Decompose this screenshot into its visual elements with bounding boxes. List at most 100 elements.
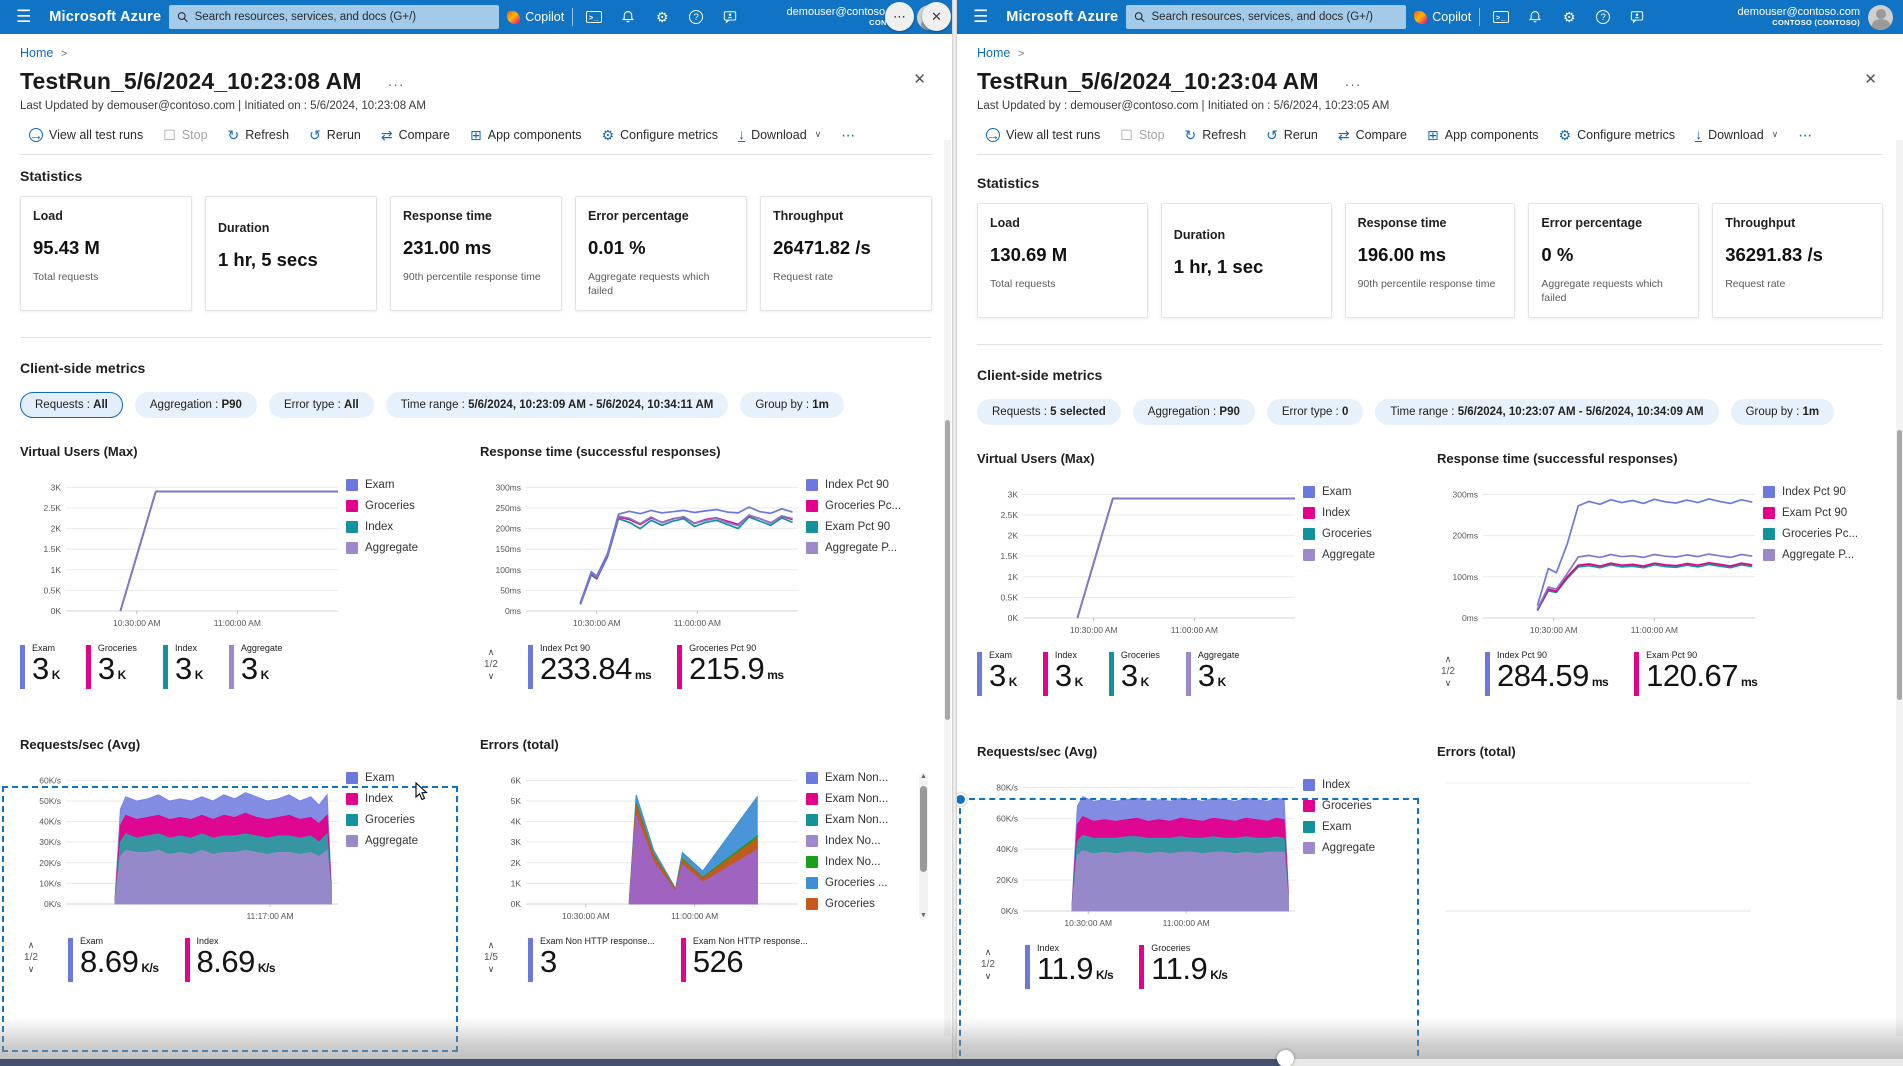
toolbar-compare[interactable]: ⇄ Compare xyxy=(372,125,459,145)
legend-item[interactable]: Aggregate xyxy=(1303,549,1425,562)
pager-up-icon[interactable]: ∧ xyxy=(487,647,495,658)
pager-up-icon[interactable]: ∧ xyxy=(1444,654,1452,665)
legend-item[interactable]: Exam Non... xyxy=(806,814,916,827)
filter-pill-error-type-[interactable]: Error type : 0 xyxy=(1266,399,1364,426)
toolbar-configure-metrics[interactable]: ⚙ Configure metrics xyxy=(593,125,728,145)
blade-close-icon[interactable]: ✕ xyxy=(1864,71,1877,88)
pager-down-icon[interactable]: ∨ xyxy=(984,971,992,982)
help-icon[interactable]: ? xyxy=(683,10,709,24)
toolbar-download[interactable]: ↓ Download ∨ xyxy=(1686,124,1787,145)
hamburger-menu-icon[interactable]: ☰ xyxy=(973,7,989,26)
settings-gear-icon[interactable]: ⚙ xyxy=(1562,8,1576,25)
legend-item[interactable]: Index No... xyxy=(806,835,916,848)
breadcrumb[interactable]: Home xyxy=(20,46,54,60)
legend-item[interactable]: Groceries Pc... xyxy=(1763,528,1885,541)
avatar[interactable] xyxy=(1868,4,1893,30)
filter-pill-group-by-[interactable]: Group by : 1m xyxy=(740,392,844,419)
account-info[interactable]: demouser@contoso.com CONTOSO (CONTOSO) xyxy=(1738,6,1860,27)
legend-item[interactable]: Exam Pct 90 xyxy=(1763,507,1885,520)
toolbar-stop[interactable]: ☐ Stop xyxy=(1111,125,1173,145)
toolbar-rerun[interactable]: ↺ Rerun xyxy=(1257,125,1327,145)
legend-item[interactable]: Exam Pct 90 xyxy=(806,521,928,534)
toolbar-more[interactable]: ⋯ xyxy=(1789,125,1821,145)
title-more-icon[interactable]: ··· xyxy=(1344,76,1362,92)
filter-pill-error-type-[interactable]: Error type : All xyxy=(268,392,374,419)
toolbar-stop[interactable]: ☐ Stop xyxy=(154,125,216,145)
hamburger-menu-icon[interactable]: ☰ xyxy=(16,7,32,26)
toolbar-more[interactable]: ⋯ xyxy=(832,125,864,145)
vertical-scrollbar[interactable] xyxy=(944,140,951,1036)
legend-item[interactable]: Index xyxy=(346,793,468,806)
pager-down-icon[interactable]: ∨ xyxy=(1444,678,1452,689)
legend-item[interactable]: Groceries xyxy=(806,898,916,911)
legend-item[interactable]: Aggregate xyxy=(346,542,468,555)
legend-item[interactable]: Exam xyxy=(346,479,468,492)
legend-item[interactable]: Groceries Pc... xyxy=(806,500,928,513)
filter-pill-aggregation-[interactable]: Aggregation : P90 xyxy=(134,392,257,419)
legend-item[interactable]: Exam Non... xyxy=(806,793,916,806)
toolbar-compare[interactable]: ⇄ Compare xyxy=(1329,125,1416,145)
help-icon[interactable]: ? xyxy=(1590,10,1616,24)
filter-pill-requests-[interactable]: Requests : 5 selected xyxy=(977,399,1121,426)
legend-item[interactable]: Groceries ... xyxy=(806,877,916,890)
pager-down-icon[interactable]: ∨ xyxy=(27,964,35,975)
scroll-up-icon[interactable]: ▲ xyxy=(920,773,927,781)
legend-item[interactable]: Aggregate xyxy=(346,835,468,848)
legend-item[interactable]: Groceries xyxy=(1303,800,1425,813)
legend-item[interactable]: Aggregate P... xyxy=(806,542,928,555)
pager-up-icon[interactable]: ∧ xyxy=(984,947,992,958)
legend-item[interactable]: Exam xyxy=(1303,486,1425,499)
pager-down-icon[interactable]: ∨ xyxy=(487,671,495,682)
global-search[interactable] xyxy=(169,5,500,29)
legend-item[interactable]: Exam xyxy=(346,772,468,785)
cloud-shell-icon[interactable]: >_ xyxy=(581,11,607,23)
cloud-shell-icon[interactable]: >_ xyxy=(1488,11,1514,23)
global-search[interactable] xyxy=(1126,5,1407,29)
toolbar-refresh[interactable]: ↻ Refresh xyxy=(219,125,299,145)
toolbar-app-components[interactable]: ⊞ App components xyxy=(1418,125,1548,145)
legend-item[interactable]: Groceries xyxy=(346,500,468,513)
copilot-button[interactable]: Copilot xyxy=(1414,10,1471,24)
pager-down-icon[interactable]: ∨ xyxy=(487,964,495,975)
title-more-icon[interactable]: ··· xyxy=(387,76,405,92)
pager-up-icon[interactable]: ∧ xyxy=(487,940,495,951)
filter-pill-time-range-[interactable]: Time range : 5/6/2024, 10:23:09 AM - 5/6… xyxy=(385,392,729,419)
legend-scroll-thumb[interactable] xyxy=(920,786,927,873)
scrubber-handle[interactable] xyxy=(1277,1050,1294,1066)
toolbar-view-all-test-runs[interactable]: → View all test runs xyxy=(977,125,1109,145)
toolbar-rerun[interactable]: ↺ Rerun xyxy=(300,125,370,145)
window-close-button[interactable]: ✕ xyxy=(922,2,951,31)
feedback-icon[interactable] xyxy=(1624,10,1650,24)
legend-item[interactable]: Index Pct 90 xyxy=(806,479,928,492)
toolbar-refresh[interactable]: ↻ Refresh xyxy=(1176,125,1256,145)
settings-gear-icon[interactable]: ⚙ xyxy=(655,8,669,25)
legend-scrollbar[interactable]: ▲ ▼ xyxy=(919,772,928,921)
legend-item[interactable]: Exam xyxy=(1303,821,1425,834)
toolbar-download[interactable]: ↓ Download ∨ xyxy=(729,124,830,145)
selection-handle[interactable] xyxy=(957,793,967,806)
legend-item[interactable]: Aggregate P... xyxy=(1763,549,1885,562)
toolbar-app-components[interactable]: ⊞ App components xyxy=(461,125,591,145)
legend-item[interactable]: Index Pct 90 xyxy=(1763,486,1885,499)
toolbar-configure-metrics[interactable]: ⚙ Configure metrics xyxy=(1550,125,1685,145)
legend-item[interactable]: Groceries xyxy=(346,814,468,827)
legend-item[interactable]: Index No... xyxy=(806,856,916,869)
notifications-bell-icon[interactable] xyxy=(615,10,641,24)
scroll-down-icon[interactable]: ▼ xyxy=(920,912,927,920)
notifications-bell-icon[interactable] xyxy=(1522,10,1548,24)
filter-pill-aggregation-[interactable]: Aggregation : P90 xyxy=(1132,399,1255,426)
legend-item[interactable]: Index xyxy=(1303,507,1425,520)
copilot-button[interactable]: Copilot xyxy=(507,10,564,24)
legend-item[interactable]: Index xyxy=(1303,779,1425,792)
legend-item[interactable]: Exam Non... xyxy=(806,772,916,785)
legend-item[interactable]: Index xyxy=(346,521,468,534)
pager-up-icon[interactable]: ∧ xyxy=(27,940,35,951)
search-input[interactable] xyxy=(194,11,492,23)
breadcrumb[interactable]: Home xyxy=(977,46,1011,60)
toolbar-view-all-test-runs[interactable]: → View all test runs xyxy=(20,125,152,145)
filter-pill-group-by-[interactable]: Group by : 1m xyxy=(1730,399,1835,426)
search-input[interactable] xyxy=(1151,11,1399,23)
legend-item[interactable]: Groceries xyxy=(1303,528,1425,541)
filter-pill-time-range-[interactable]: Time range : 5/6/2024, 10:23:07 AM - 5/6… xyxy=(1375,399,1719,426)
window-more-button[interactable]: ⋯ xyxy=(885,2,914,31)
